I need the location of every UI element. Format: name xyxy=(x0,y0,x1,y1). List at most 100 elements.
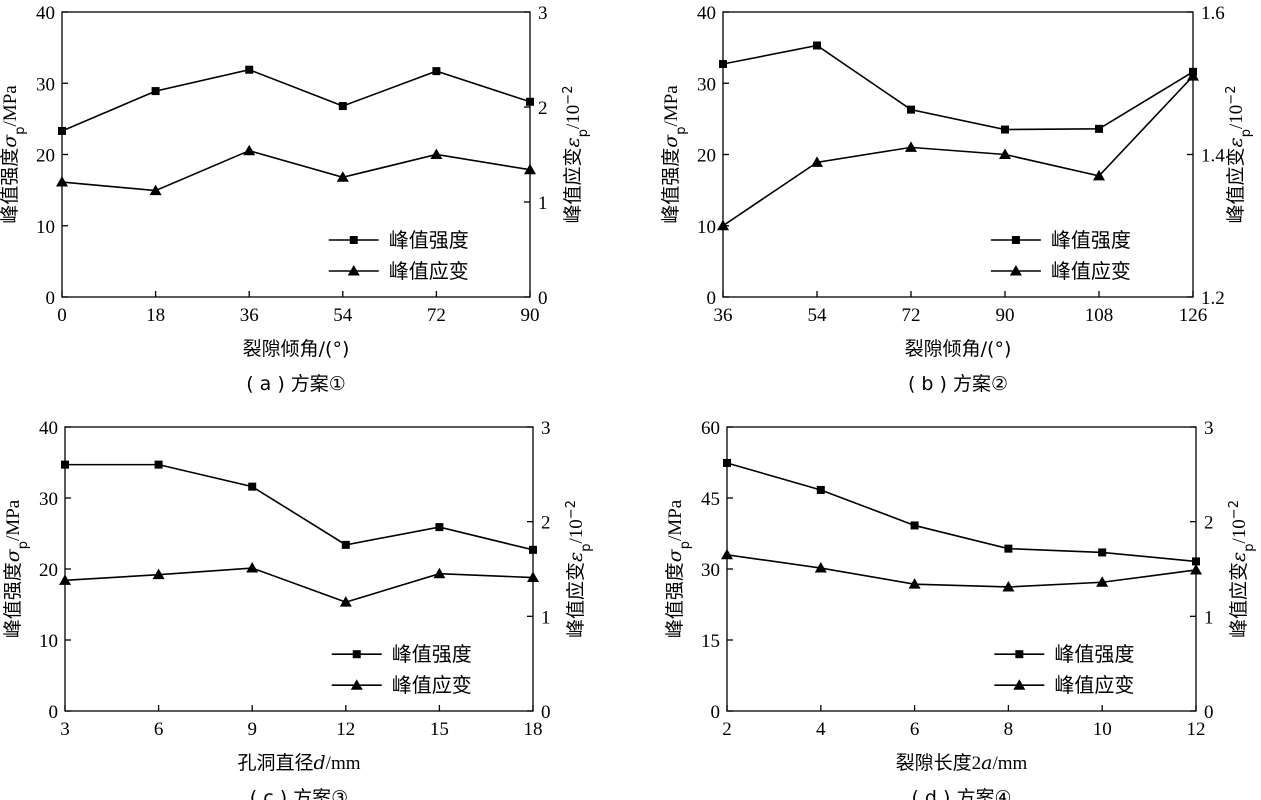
x-tick-label: 9 xyxy=(247,719,257,740)
strength-point xyxy=(341,540,350,549)
x-tick-label: 2 xyxy=(722,719,732,740)
strain-point xyxy=(149,184,162,196)
plot-frame-1 xyxy=(61,11,531,298)
y-right-tick-label: 1 xyxy=(1204,607,1214,628)
y-right-tick-label: 3 xyxy=(541,418,551,439)
y-left-tick-label: 45 xyxy=(701,489,720,510)
y-left-tick-label: 40 xyxy=(36,3,55,24)
strain-point xyxy=(243,144,256,156)
y-left-tick-label: 15 xyxy=(701,631,720,652)
y-left-tick-label: 20 xyxy=(39,560,58,581)
legend-marker-strength xyxy=(1015,650,1024,659)
x-tick-label: 54 xyxy=(808,305,828,326)
y-right-tick-label: 3 xyxy=(538,3,548,24)
strain-point xyxy=(905,141,917,152)
strength-point xyxy=(1001,125,1009,134)
y-right-tick-label: 1.6 xyxy=(1201,3,1225,24)
strength-series-line xyxy=(722,44,1194,131)
x-tick-label: 54 xyxy=(333,305,353,326)
x-axis-label: 孔洞直径d/mm xyxy=(237,752,360,774)
y-right-tick-label: 0 xyxy=(1204,702,1214,723)
y-left-tick-label: 10 xyxy=(39,631,58,652)
x-tick-label: 90 xyxy=(521,305,540,326)
panel-caption: ( b ) 方案② xyxy=(908,373,1008,395)
x-tick-label: 0 xyxy=(57,305,67,326)
strain-point xyxy=(1002,580,1015,592)
strength-point xyxy=(1004,544,1013,553)
strain-point xyxy=(59,574,71,585)
y-right-tick-label: 2 xyxy=(538,98,548,119)
strength-point xyxy=(338,102,347,111)
panel-caption: ( a ) 方案① xyxy=(246,373,346,395)
y-left-tick-label: 20 xyxy=(36,146,55,167)
strain-point xyxy=(336,171,349,182)
strain-point xyxy=(1093,169,1105,181)
strength-point xyxy=(1098,548,1107,557)
x-tick-label: 12 xyxy=(1187,719,1206,740)
x-tick-label: 6 xyxy=(910,719,920,740)
y-right-tick-label: 1 xyxy=(538,193,548,214)
plot-frame-3 xyxy=(64,426,534,712)
legend-label-strain: 峰值应变 xyxy=(389,259,469,283)
strain-point xyxy=(527,571,539,583)
x-tick-label: 90 xyxy=(996,305,1015,326)
y-left-tick-label: 60 xyxy=(701,418,720,439)
legend-label-strain: 峰值应变 xyxy=(1054,673,1134,697)
y-right-tick-label: 3 xyxy=(1204,418,1214,439)
legend-label-strain: 峰值应变 xyxy=(392,673,472,697)
x-tick-label: 36 xyxy=(240,305,259,326)
x-tick-label: 18 xyxy=(524,719,543,740)
strength-point xyxy=(723,458,731,467)
x-tick-label: 108 xyxy=(1085,305,1114,326)
strain-point xyxy=(908,578,921,589)
plot-frame-2 xyxy=(722,11,1194,298)
y-left-tick-label: 40 xyxy=(697,3,716,24)
x-tick-label: 15 xyxy=(430,719,449,740)
strain-point xyxy=(811,156,823,167)
legend-marker-strength xyxy=(349,236,358,244)
x-tick-label: 18 xyxy=(146,305,165,326)
x-tick-label: 10 xyxy=(1093,719,1112,740)
x-tick-label: 12 xyxy=(336,719,355,740)
y-left-tick-label: 0 xyxy=(707,288,717,309)
strain-series-line xyxy=(722,75,1194,227)
y-left-tick-label: 20 xyxy=(697,146,716,167)
y-left-tick-label: 10 xyxy=(697,217,716,238)
y-left-tick-label: 0 xyxy=(49,702,59,723)
strength-point xyxy=(1095,124,1103,133)
strength-point xyxy=(816,485,825,494)
y-right-tick-label: 2 xyxy=(1204,513,1214,534)
strain-point xyxy=(430,148,443,159)
panel-caption: ( d ) 方案④ xyxy=(911,787,1011,800)
legend-marker-strain xyxy=(347,265,360,276)
legend-label-strength: 峰值强度 xyxy=(1054,642,1134,666)
strain-series-line xyxy=(64,567,534,603)
legend-marker-strain xyxy=(1009,265,1022,276)
strain-point xyxy=(339,596,352,607)
legend-label-strain: 峰值应变 xyxy=(1051,259,1131,283)
y-right-tick-label: 0 xyxy=(541,702,551,723)
strength-point xyxy=(58,126,66,135)
x-tick-label: 6 xyxy=(154,719,164,740)
strength-point xyxy=(910,521,919,530)
legend-marker-strain xyxy=(350,679,363,690)
y-right-axis-label: 峰值应变εp/10−2 xyxy=(564,500,594,638)
strength-series-line xyxy=(65,463,534,551)
strength-point xyxy=(154,460,163,469)
y-right-axis-label: 峰值应变εp/10−2 xyxy=(1224,86,1254,224)
strength-point xyxy=(432,67,441,76)
strength-point xyxy=(719,60,727,69)
legend-label-strength: 峰值强度 xyxy=(389,228,469,252)
y-right-axis-label: 峰值应变εp/10−2 xyxy=(561,86,591,224)
x-tick-label: 4 xyxy=(816,719,826,740)
legend-label-strength: 峰值强度 xyxy=(392,642,472,666)
strength-point xyxy=(435,523,444,532)
strain-point xyxy=(999,148,1011,159)
x-tick-label: 36 xyxy=(714,305,733,326)
strength-point xyxy=(245,65,254,74)
strength-point xyxy=(248,482,257,491)
strain-series-line xyxy=(726,554,1197,588)
